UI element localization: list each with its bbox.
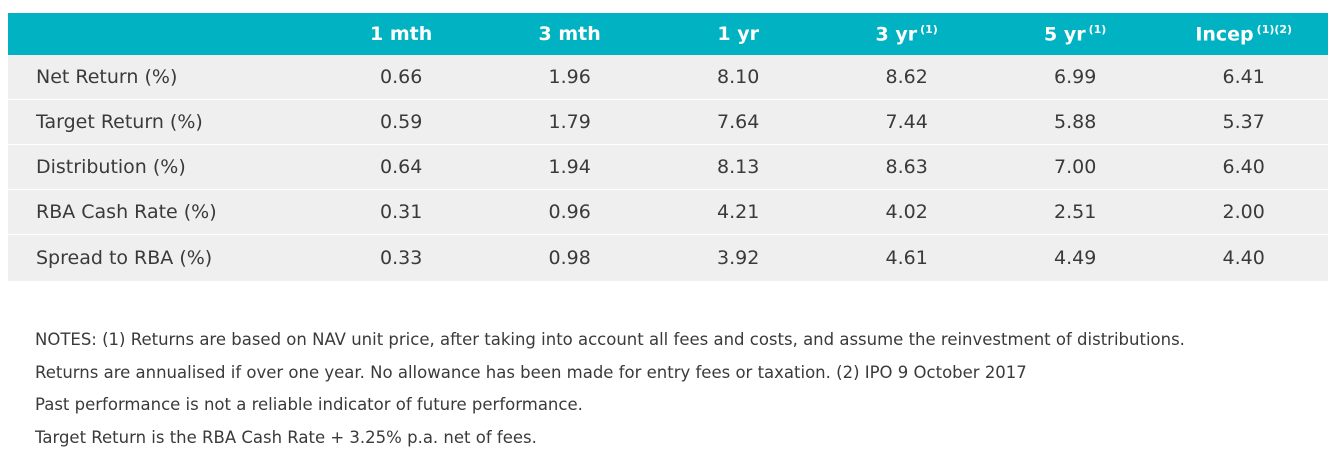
column-header-label: 1 yr [717, 23, 759, 45]
column-header-incep: Incep (1)(2) [1159, 13, 1328, 55]
table-cell: 7.00 [990, 144, 1160, 190]
column-header-label: 1 mth [370, 23, 433, 45]
header-blank-cell [8, 13, 317, 55]
row-label: Net Return (%) [36, 66, 178, 88]
column-header-1-mth: 1 mth [317, 13, 486, 55]
table-cell: 3.92 [653, 234, 823, 281]
column-header-label: 3 yr [875, 23, 918, 46]
table-row-spread-to-rba: Spread to RBA (%) 0.33 0.98 3.92 4.61 4.… [8, 234, 1328, 281]
row-label: Distribution (%) [8, 144, 317, 190]
table-cell: 8.10 [717, 66, 760, 88]
column-header-footnote: (1) [1088, 22, 1107, 36]
row-label: Target Return (%) [8, 99, 317, 145]
table-cell: 6.41 [1222, 66, 1265, 88]
table-cell: 7.64 [653, 99, 823, 145]
table-cell: 8.13 [653, 144, 823, 190]
note-line: Past performance is not a reliable indic… [35, 395, 583, 414]
note-line: Returns are annualised if over one year.… [35, 362, 1027, 382]
column-header-5-yr: 5 yr (1) [991, 13, 1160, 55]
table-row-target-return: Target Return (%) 0.59 1.79 7.64 7.44 5.… [8, 99, 1328, 145]
table-row-net-return: Net Return (%) 0.66 1.96 8.10 8.62 6.99 … [8, 55, 1328, 100]
table-cell: 6.40 [1159, 144, 1328, 190]
table-cell: 4.49 [990, 234, 1160, 281]
table-cell: 0.66 [380, 66, 423, 88]
row-label: Spread to RBA (%) [8, 234, 317, 281]
column-header-footnote: (1)(2) [1256, 22, 1293, 36]
table-cell: 1.79 [485, 99, 654, 145]
column-header-label: 5 yr [1044, 23, 1086, 46]
table-cell: 8.63 [822, 144, 991, 190]
table-cell: 4.02 [822, 189, 991, 235]
table-cell: 0.33 [316, 234, 486, 281]
column-header-label: Incep [1195, 23, 1254, 46]
table-cell: 0.31 [316, 189, 486, 235]
table-header-row: 1 mth 3 mth 1 yr 3 yr (1) 5 yr (1) Incep (1… [8, 13, 1328, 55]
row-label: RBA Cash Rate (%) [8, 189, 317, 235]
table-cell: 2.00 [1159, 189, 1328, 235]
note-line: Target Return is the RBA Cash Rate + 3.2… [35, 427, 537, 447]
column-header-label: 3 mth [538, 23, 601, 45]
table-cell: 4.21 [653, 189, 823, 235]
table-cell: 1.94 [485, 144, 654, 190]
table-cell: 5.37 [1159, 99, 1328, 145]
column-header-3-mth: 3 mth [485, 13, 654, 55]
performance-table: 1 mth 3 mth 1 yr 3 yr (1) 5 yr (1) Incep (1… [8, 13, 1328, 281]
table-cell: 1.96 [548, 66, 591, 88]
table-cell: 7.44 [822, 99, 991, 145]
column-header-footnote: (1) [920, 22, 938, 36]
table-row-rba-cash-rate: RBA Cash Rate (%) 0.31 0.96 4.21 4.02 2.… [8, 189, 1328, 235]
note-line: NOTES: (1) Returns are based on NAV unit… [35, 330, 1185, 349]
notes-section: NOTES: (1) Returns are based on NAV unit… [35, 324, 1325, 454]
table-row-distribution: Distribution (%) 0.64 1.94 8.13 8.63 7.0… [8, 144, 1328, 190]
table-cell: 2.51 [990, 189, 1160, 235]
table-cell: 0.64 [316, 144, 486, 190]
table-cell: 0.96 [485, 189, 654, 235]
table-cell: 0.59 [316, 99, 486, 145]
table-cell: 6.99 [1054, 66, 1097, 88]
table-cell: 4.40 [1159, 234, 1328, 281]
table-cell: 0.98 [485, 234, 654, 281]
table-cell: 4.61 [822, 234, 991, 281]
table-cell: 8.62 [885, 66, 928, 88]
column-header-3-yr: 3 yr (1) [822, 13, 991, 55]
table-cell: 5.88 [990, 99, 1160, 145]
column-header-1-yr: 1 yr [654, 13, 823, 55]
